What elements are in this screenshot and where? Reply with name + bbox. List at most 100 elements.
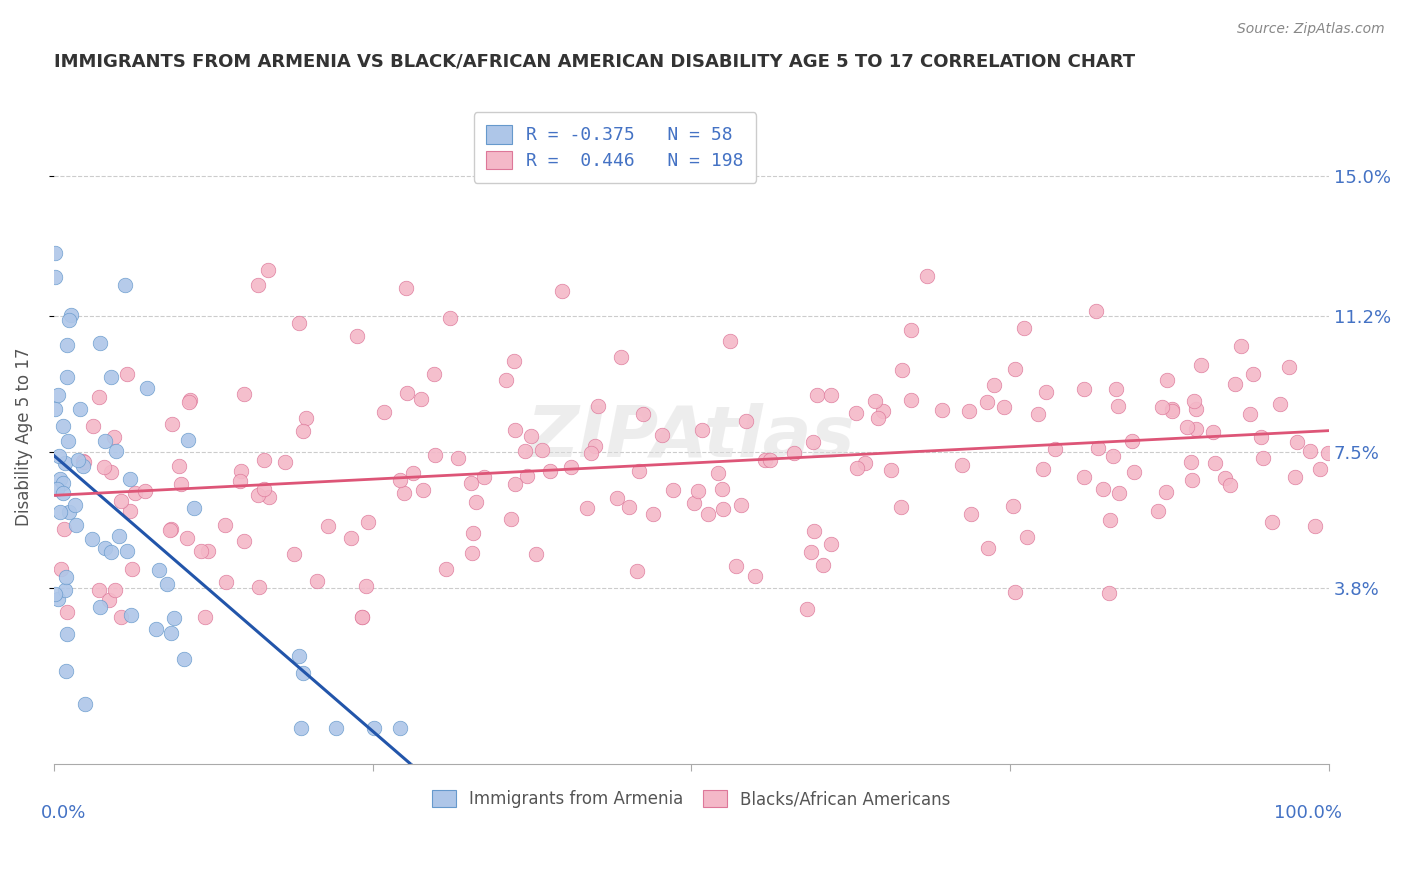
Point [1035,385,1057,400]
Point [89,336,111,351]
Point [339,531,361,545]
Point [1001,500,1024,514]
Point [1189,358,1212,372]
Point [423,449,446,463]
Point [373,405,395,419]
Point [1045,442,1067,457]
Text: 0.0%: 0.0% [41,804,86,822]
Point [641,507,664,521]
Point [950,458,973,472]
Point [1181,473,1204,487]
Point [1215,471,1237,485]
Point [606,491,628,505]
Point [872,403,894,417]
Point [104,582,127,597]
Point [1182,394,1205,409]
Point [148,563,170,577]
Point [900,393,922,408]
Point [294,411,316,425]
Point [60,309,83,323]
Point [1225,377,1247,392]
Text: 100.0%: 100.0% [1274,804,1341,822]
Point [730,499,752,513]
Point [1278,360,1301,375]
Point [1160,401,1182,416]
Point [633,407,655,421]
Point [880,463,903,477]
Point [290,721,312,735]
Point [44,246,66,260]
Point [134,483,156,498]
Point [1092,482,1115,496]
Point [866,411,889,425]
Point [73,698,96,712]
Point [48,592,70,607]
Point [177,395,200,409]
Point [1147,504,1170,518]
Point [69,401,91,416]
Point [105,444,128,458]
Point [246,278,269,293]
Point [495,373,517,387]
Point [579,446,602,460]
Point [682,496,704,510]
Point [73,455,96,469]
Point [1014,320,1036,334]
Text: Source: ZipAtlas.com: Source: ZipAtlas.com [1237,22,1385,37]
Point [513,444,536,458]
Point [45,482,67,496]
Point [120,607,142,622]
Point [52,419,75,434]
Point [1239,407,1261,421]
Point [94,434,117,448]
Point [1105,382,1128,396]
Point [160,417,183,431]
Point [392,486,415,500]
Point [190,544,212,558]
Point [1004,361,1026,376]
Point [1102,449,1125,463]
Point [744,569,766,583]
Point [72,458,94,473]
Point [215,574,238,589]
Point [124,485,146,500]
Point [1108,485,1130,500]
Point [389,721,412,735]
Point [707,466,730,480]
Point [159,524,181,538]
Point [346,328,368,343]
Point [103,429,125,443]
Point [759,453,782,467]
Point [352,610,374,624]
Point [176,434,198,448]
Point [423,367,446,381]
Point [233,533,256,548]
Point [890,500,912,514]
Point [503,354,526,368]
Point [56,337,79,351]
Point [259,490,281,504]
Point [82,419,104,434]
Point [176,531,198,545]
Point [460,475,482,490]
Y-axis label: Disability Age 5 to 17: Disability Age 5 to 17 [15,348,32,526]
Point [52,476,75,491]
Point [228,475,250,489]
Point [55,370,77,384]
Point [51,486,73,500]
Point [53,522,76,536]
Point [1185,401,1208,416]
Point [53,583,76,598]
Point [1204,457,1226,471]
Point [524,547,547,561]
Legend: Immigrants from Armenia, Blacks/African Americans: Immigrants from Armenia, Blacks/African … [426,783,957,814]
Point [503,476,526,491]
Point [1098,513,1121,527]
Point [957,403,980,417]
Point [845,460,868,475]
Point [350,610,373,624]
Point [110,494,132,508]
Point [1177,419,1199,434]
Point [813,558,835,572]
Point [754,453,776,467]
